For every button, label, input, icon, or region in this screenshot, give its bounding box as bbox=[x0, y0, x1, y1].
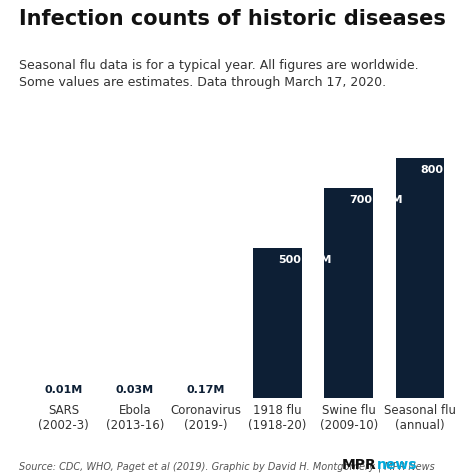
Text: 0.03M: 0.03M bbox=[116, 385, 154, 395]
Text: MPR: MPR bbox=[341, 457, 376, 472]
Text: 0.17M: 0.17M bbox=[187, 385, 225, 395]
Bar bbox=[325, 188, 373, 398]
Text: news: news bbox=[377, 457, 417, 472]
Text: 0.01M: 0.01M bbox=[45, 385, 82, 395]
Bar bbox=[396, 158, 444, 398]
Text: Source: CDC, WHO, Paget et al (2019). Graphic by David H. Montgomery | MPR News: Source: CDC, WHO, Paget et al (2019). Gr… bbox=[19, 461, 435, 472]
Text: 500.00M: 500.00M bbox=[278, 255, 331, 264]
Text: Infection counts of historic diseases: Infection counts of historic diseases bbox=[19, 9, 446, 29]
Text: 700.00M: 700.00M bbox=[349, 195, 403, 205]
Text: Seasonal flu data is for a typical year. All figures are worldwide.
Some values : Seasonal flu data is for a typical year.… bbox=[19, 59, 419, 89]
Bar bbox=[253, 248, 301, 398]
Text: 800.00M: 800.00M bbox=[421, 164, 474, 174]
